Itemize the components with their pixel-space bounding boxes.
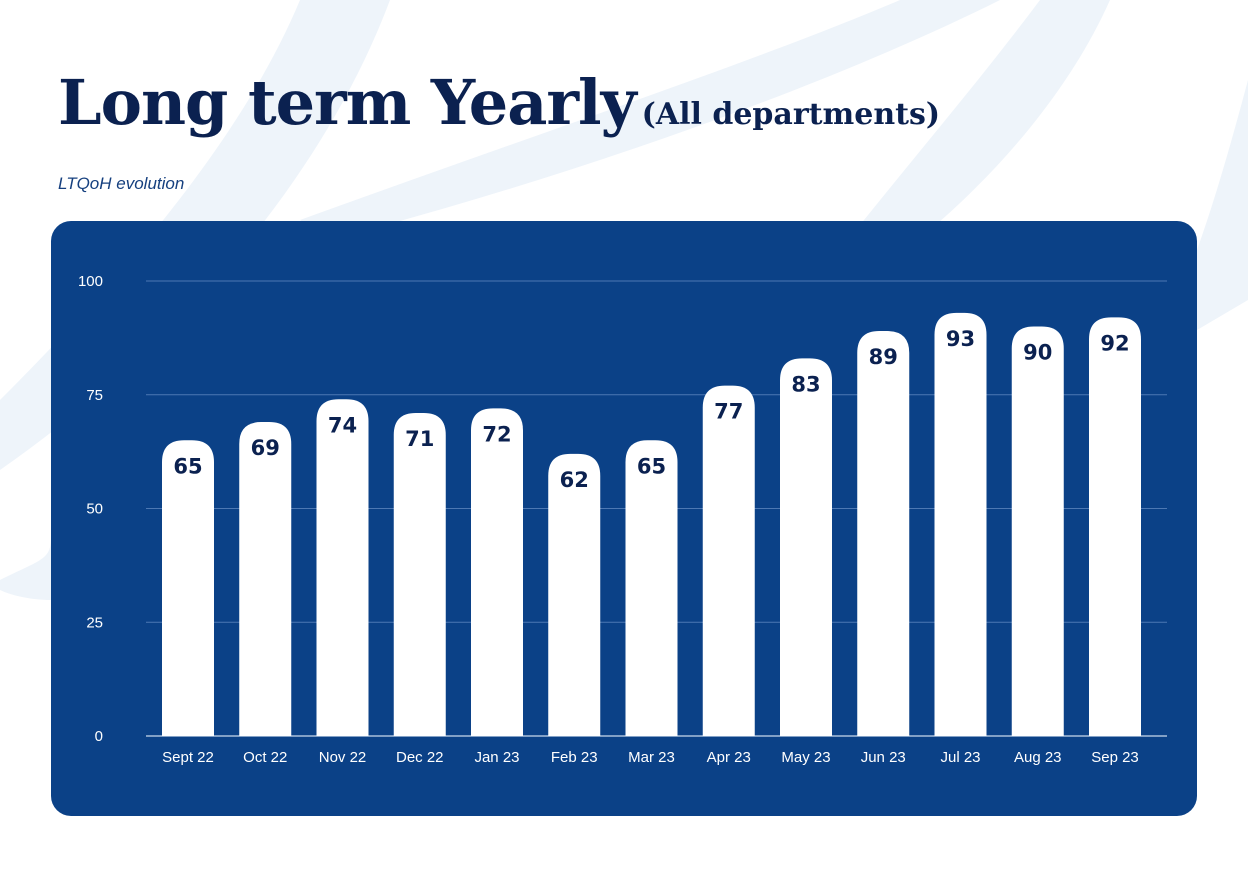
x-tick-label: Nov 22 <box>319 749 367 766</box>
page-title: Long term Yearly (All departments) <box>58 66 940 139</box>
x-tick-label: Oct 22 <box>243 749 287 766</box>
bar-value-label: 89 <box>869 345 898 369</box>
x-tick-label: Aug 23 <box>1014 749 1062 766</box>
bar <box>702 385 755 736</box>
y-tick-label: 75 <box>86 387 103 404</box>
bar-value-label: 93 <box>946 327 975 351</box>
bar <box>857 331 910 736</box>
title-suffix: (All departments) <box>641 97 941 132</box>
x-tick-label: Sep 23 <box>1091 749 1139 766</box>
x-tick-label: Mar 23 <box>628 749 675 766</box>
title-main: Long term Yearly <box>58 66 637 139</box>
bar <box>780 358 832 736</box>
x-tick-label: Feb 23 <box>551 749 598 766</box>
bar <box>1089 317 1141 736</box>
bar-chart: 0 25 50 75 100 65 Sept 22 69 Oct 22 74 Nov 22 71 Dec… <box>78 273 1167 766</box>
bar-value-label: 71 <box>405 427 434 451</box>
bar-value-label: 90 <box>1023 341 1052 365</box>
bar <box>548 453 601 736</box>
chart-subtitle: LTQoH evolution <box>58 174 185 193</box>
chart-panel: 0 25 50 75 100 65 Sept 22 69 Oct 22 74 Nov 22 71 Dec… <box>51 221 1197 816</box>
x-tick-label: May 23 <box>781 749 830 766</box>
bar-value-label: 65 <box>173 454 202 478</box>
bar <box>625 440 678 736</box>
bar-value-label: 74 <box>328 413 357 437</box>
bar <box>316 399 369 736</box>
bar-value-label: 72 <box>482 422 511 446</box>
x-tick-label: Apr 23 <box>707 749 751 766</box>
y-tick-label: 25 <box>86 614 103 631</box>
x-tick-label: Dec 22 <box>396 749 444 766</box>
x-tick-label: Jan 23 <box>474 749 519 766</box>
bar <box>162 440 214 736</box>
bar <box>471 408 523 736</box>
y-tick-label: 100 <box>78 273 103 290</box>
bar-value-label: 62 <box>560 468 589 492</box>
bar <box>393 412 446 736</box>
y-tick-label: 50 <box>86 501 103 518</box>
bar-value-label: 83 <box>791 372 820 396</box>
bar <box>239 422 292 736</box>
bar-value-label: 65 <box>637 454 666 478</box>
bar <box>934 312 987 736</box>
bar-value-label: 92 <box>1100 331 1129 355</box>
x-tick-label: Jul 23 <box>940 749 980 766</box>
bar-value-label: 69 <box>251 436 280 460</box>
x-tick-label: Sept 22 <box>162 749 214 766</box>
x-tick-label: Jun 23 <box>861 749 906 766</box>
y-tick-label: 0 <box>95 728 103 745</box>
bar-value-label: 77 <box>714 400 743 424</box>
bar <box>1011 326 1064 736</box>
